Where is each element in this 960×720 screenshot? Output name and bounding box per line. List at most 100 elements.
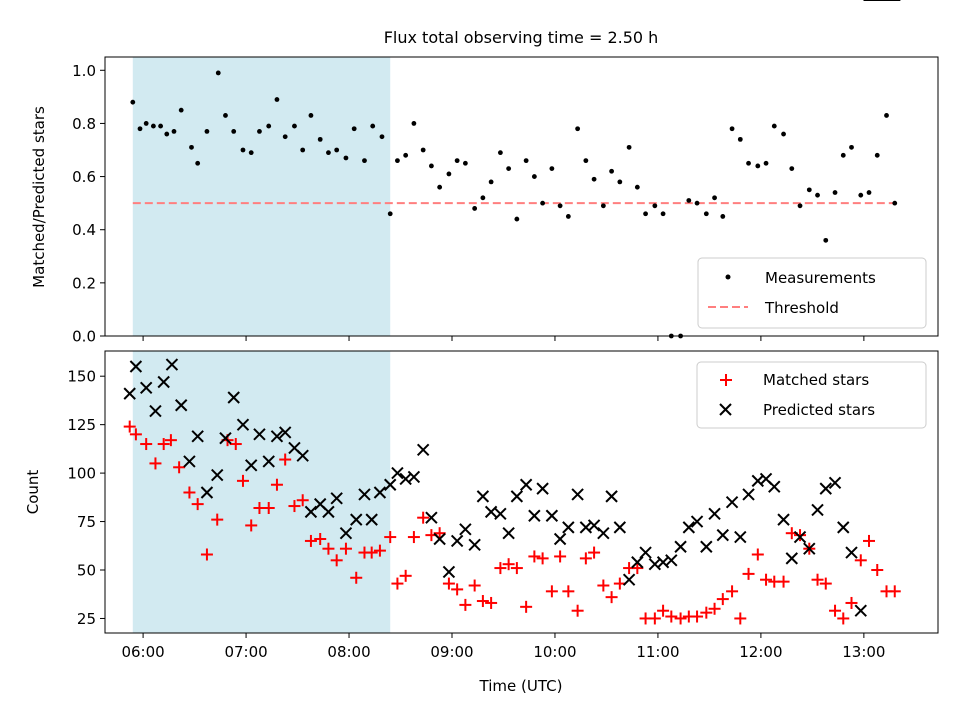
- predicted-star-point: [442, 565, 456, 579]
- matched-star-point: [245, 519, 258, 532]
- matched-star-point: [588, 546, 601, 559]
- matched-star-point: [164, 434, 177, 447]
- bottom-panel: 25 50 75 100 125 150 06:00 07:00 08:00 09:00 10:0…: [24, 0, 939, 695]
- measurement-point: [866, 190, 872, 195]
- predicted-star-point: [562, 521, 575, 534]
- matched-star-point: [149, 457, 162, 470]
- predicted-star-point: [734, 530, 747, 544]
- predicted-stars-points: [123, 0, 901, 617]
- matched-star-point: [691, 610, 704, 623]
- bottom-legend-box: [696, 361, 927, 429]
- measurement-point: [204, 129, 210, 134]
- predicted-star-point: [391, 466, 404, 480]
- predicted-star-point: [373, 486, 387, 499]
- predicted-star-point: [682, 521, 696, 534]
- measurement-point: [797, 203, 803, 209]
- matched-star-point: [871, 564, 884, 577]
- measurement-point: [379, 134, 385, 140]
- measurement-point: [195, 160, 201, 166]
- matched-star-point: [571, 604, 584, 617]
- predicted-star-point: [777, 513, 790, 526]
- measurement-point: [763, 160, 769, 166]
- matched-star-point: [391, 577, 404, 590]
- top-y-tick-label: 0.0: [72, 328, 96, 346]
- measurement-point: [274, 97, 280, 102]
- measurement-point: [523, 158, 529, 164]
- legend-predicted-marker: [719, 403, 732, 416]
- matched-star-point: [373, 544, 386, 557]
- measurement-point: [462, 160, 468, 166]
- matched-star-point: [330, 554, 343, 567]
- predicted-star-point: [262, 455, 275, 468]
- measurement-point: [720, 214, 726, 219]
- predicted-star-point: [613, 521, 627, 534]
- matched-star-point: [562, 585, 575, 598]
- top-y-axis-label: Matched/Predicted stars: [30, 106, 48, 288]
- predicted-star-point: [742, 488, 755, 501]
- bottom-y-tick-label: 25: [77, 610, 96, 628]
- top-panel: 0.0 0.2 0.4 0.6 0.8 1.0 Matched/Predicted sta…: [30, 56, 939, 346]
- matched-star-point: [468, 579, 481, 592]
- predicted-star-point: [253, 428, 266, 441]
- predicted-star-point: [639, 546, 652, 559]
- predicted-star-point: [236, 418, 250, 431]
- matched-star-point: [191, 498, 204, 511]
- predicted-star-point: [793, 530, 807, 544]
- top-y-axis-ticks: 0.0 0.2 0.4 0.6 0.8 1.0: [72, 62, 105, 346]
- matched-star-point: [157, 438, 170, 451]
- matched-star-point: [554, 550, 567, 563]
- matched-star-point: [433, 527, 446, 540]
- predicted-star-point: [157, 375, 170, 389]
- predicted-star-point: [803, 542, 816, 555]
- measurement-point: [832, 190, 838, 195]
- top-x-axis-ticks: [142, 336, 865, 341]
- measurement-point: [626, 144, 632, 150]
- measurement-point: [334, 147, 340, 153]
- matched-star-point: [183, 486, 196, 499]
- matched-star-point: [854, 554, 867, 567]
- predicted-star-point: [605, 490, 618, 503]
- predicted-star-point: [459, 523, 472, 536]
- matched-star-point: [296, 494, 309, 507]
- predicted-star-point: [545, 509, 559, 522]
- legend-measurements-marker: [725, 274, 731, 280]
- predicted-star-point: [296, 449, 309, 462]
- predicted-star-point: [622, 573, 636, 586]
- predicted-star-point: [690, 515, 704, 528]
- measurement-point: [806, 187, 812, 193]
- measurement-point: [771, 123, 777, 129]
- measurement-point: [370, 123, 376, 129]
- top-y-tick-label: 0.6: [72, 168, 96, 186]
- predicted-star-point: [553, 532, 567, 546]
- measurement-point: [472, 206, 478, 211]
- matched-star-point: [123, 420, 136, 433]
- matched-star-point: [845, 596, 858, 609]
- predicted-star-point: [350, 513, 363, 526]
- predicted-star-point: [129, 360, 143, 373]
- matched-star-point: [288, 500, 301, 513]
- measurement-point: [600, 203, 606, 209]
- x-tick-label: 11:00: [636, 643, 679, 661]
- measurement-point: [143, 121, 149, 126]
- predicted-star-point: [139, 381, 153, 395]
- matched-star-point: [229, 438, 242, 451]
- x-tick-label: 10:00: [533, 643, 576, 661]
- predicted-star-point: [425, 511, 438, 524]
- matched-star-point: [262, 501, 275, 514]
- predicted-star-point: [450, 534, 464, 548]
- predicted-star-point: [854, 604, 867, 617]
- matched-star-point: [365, 546, 378, 559]
- matched-star-point: [811, 573, 824, 586]
- measurement-point: [150, 123, 156, 129]
- measurement-point: [480, 195, 486, 201]
- measurement-point: [557, 203, 563, 209]
- measurement-point: [248, 150, 254, 156]
- matched-star-point: [459, 598, 472, 611]
- predicted-star-point: [708, 507, 721, 521]
- x-tick-label: 12:00: [739, 643, 782, 661]
- predicted-star-point: [725, 495, 739, 509]
- matched-star-point: [451, 583, 464, 596]
- matched-star-point: [657, 604, 670, 617]
- matched-star-point: [751, 548, 764, 561]
- matched-star-point: [417, 511, 430, 524]
